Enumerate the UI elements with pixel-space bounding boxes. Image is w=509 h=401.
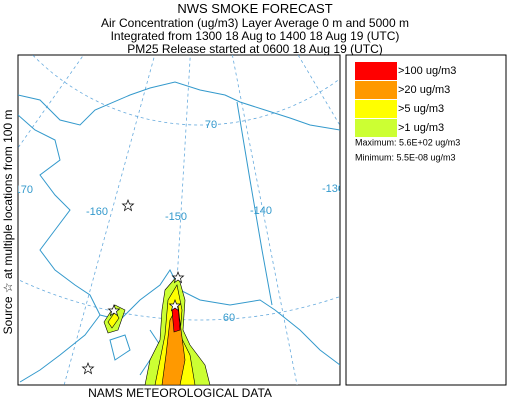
legend-label: >20 ug/m3 bbox=[398, 84, 450, 96]
subtitle-line: PM25 Release started at 0600 18 Aug 19 (… bbox=[127, 42, 382, 56]
lat-label: 60 bbox=[223, 312, 235, 324]
subtitle-line: Integrated from 1300 18 Aug to 1400 18 A… bbox=[111, 29, 400, 43]
legend-label: >100 ug/m3 bbox=[398, 65, 456, 77]
smoke-plumes bbox=[103, 274, 211, 385]
legend-swatch bbox=[355, 81, 397, 99]
coastline bbox=[18, 81, 340, 383]
minimum: Minimum: 5.5E-08 ug/m3 bbox=[355, 152, 456, 162]
footer: NAMS METEOROLOGICAL DATA bbox=[88, 386, 272, 400]
source-label: Source ☆ at multiple locations from 100 … bbox=[1, 110, 15, 335]
lon-label: -170 bbox=[11, 184, 33, 196]
subtitle-line: Air Concentration (ug/m3) Layer Average … bbox=[101, 16, 409, 30]
legend: >100 ug/m3 >20 ug/m3 >5 ug/m3 >1 ug/m3 bbox=[355, 62, 456, 137]
legend-label: >1 ug/m3 bbox=[398, 122, 444, 134]
lon-label: -160 bbox=[86, 206, 108, 218]
legend-label: >5 ug/m3 bbox=[398, 103, 444, 115]
lat-label: 70 bbox=[205, 119, 217, 131]
lon-label: -150 bbox=[165, 211, 187, 223]
smoke-contour bbox=[107, 311, 120, 329]
legend-swatch bbox=[355, 119, 397, 137]
legend-swatch bbox=[355, 100, 397, 118]
lon-label: -130 bbox=[322, 183, 344, 195]
lon-label: -140 bbox=[250, 205, 272, 217]
legend-swatch bbox=[355, 62, 397, 80]
title: NWS SMOKE FORECAST bbox=[177, 1, 332, 16]
source-markers bbox=[81, 199, 185, 375]
maximum: Maximum: 5.6E+02 ug/m3 bbox=[355, 137, 460, 147]
